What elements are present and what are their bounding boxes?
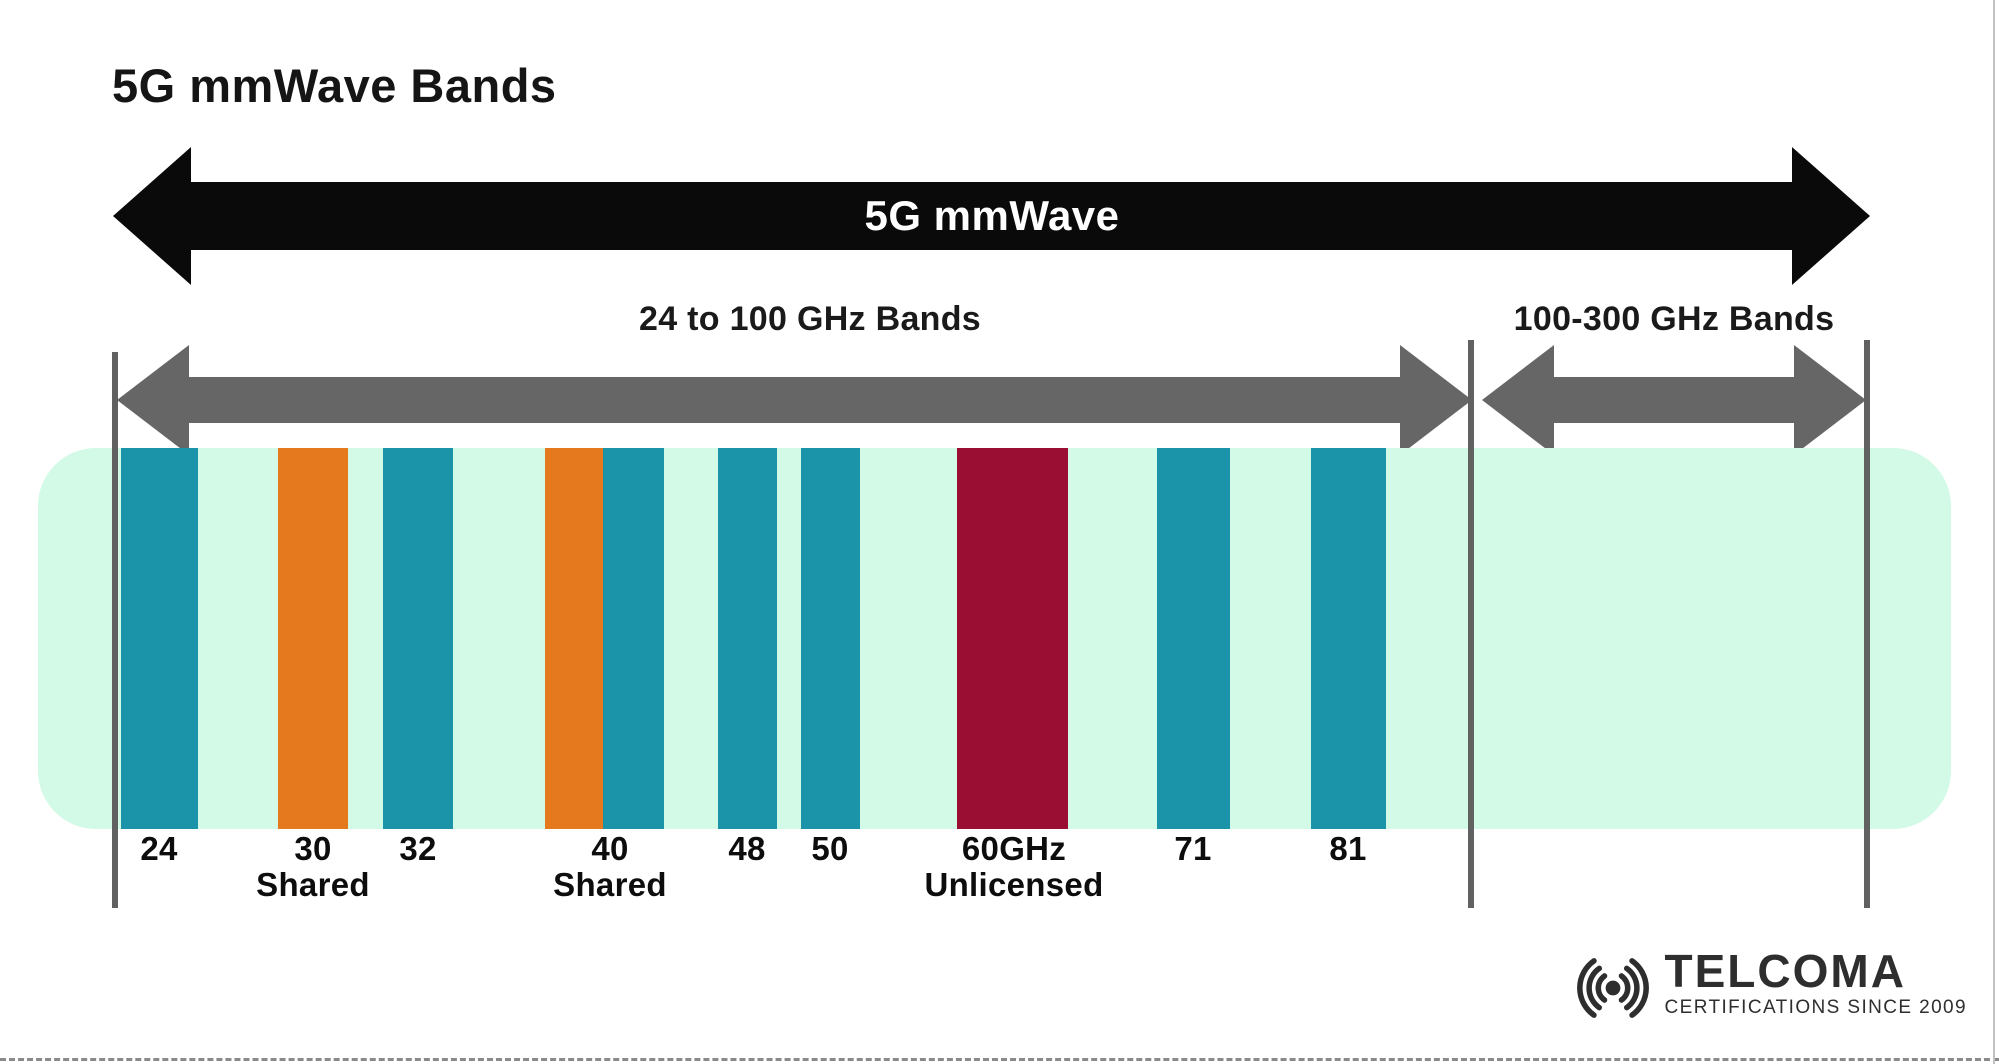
band-bar-81 <box>1311 448 1386 829</box>
arrow-left-head-icon <box>117 345 189 455</box>
band-label-50: 50 <box>811 830 849 867</box>
divider-line-left <box>112 352 118 908</box>
band-label-30: 30 <box>294 830 332 867</box>
arrow-shaft <box>1553 377 1795 423</box>
band-sublabel-30: Shared <box>256 866 370 903</box>
band-bar-32 <box>383 448 453 829</box>
band-bar-71 <box>1157 448 1230 829</box>
band-label-81: 81 <box>1329 830 1367 867</box>
band-bar <box>545 448 603 829</box>
band-label-40: 40 <box>591 830 629 867</box>
divider-line-middle <box>1468 340 1474 908</box>
telcoma-logo: TELCOMA CERTIFICATIONS SINCE 2009 <box>1567 948 1967 1026</box>
range-label-100-300: 100-300 GHz Bands <box>1513 300 1835 338</box>
arrow-left-head-icon <box>1482 345 1554 455</box>
right-edge-line <box>1993 0 1995 1064</box>
divider-line-right <box>1864 340 1870 908</box>
page-title: 5G mmWave Bands <box>112 59 557 112</box>
band-sublabel-60GHz: Unlicensed <box>924 866 1104 903</box>
band-label-48: 48 <box>728 830 766 867</box>
arrow-right-head-icon <box>1400 345 1472 455</box>
bottom-edge-line <box>0 1058 1999 1061</box>
logo-tagline: CERTIFICATIONS SINCE 2009 <box>1664 997 1967 1018</box>
band-bar-24 <box>121 448 198 829</box>
band-bar-40 <box>603 448 664 829</box>
band-label-24: 24 <box>140 830 178 867</box>
arrow-right-head-icon <box>1792 147 1870 285</box>
band-bar-48 <box>718 448 777 829</box>
band-bar-60GHz <box>957 448 1068 829</box>
band-sublabel-40: Shared <box>553 866 667 903</box>
band-label-32: 32 <box>399 830 437 867</box>
mmwave-arrow-label: 5G mmWave <box>864 192 1120 239</box>
band-bar-30 <box>278 448 348 829</box>
band-bar-50 <box>801 448 860 829</box>
band-label-71: 71 <box>1174 830 1212 867</box>
arrow-shaft <box>189 182 1793 250</box>
arrow-left-head-icon <box>113 147 191 285</box>
logo-name: TELCOMA <box>1664 945 1906 997</box>
arrow-shaft <box>188 377 1401 423</box>
band-label-60GHz: 60GHz <box>961 830 1067 867</box>
arrow-right-head-icon <box>1794 345 1866 455</box>
radio-waves-icon <box>1576 958 1649 1018</box>
range-label-24-100: 24 to 100 GHz Bands <box>638 300 982 338</box>
